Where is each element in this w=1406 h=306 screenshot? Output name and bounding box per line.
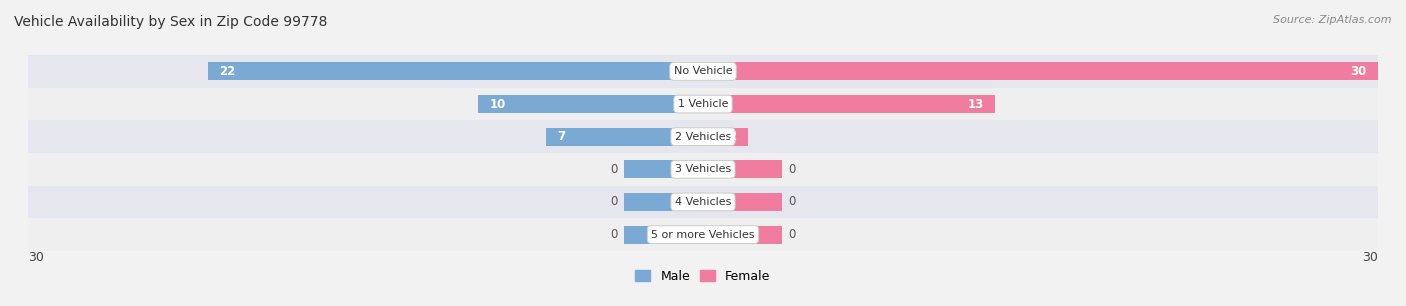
Bar [28,186,1378,218]
Text: Source: ZipAtlas.com: Source: ZipAtlas.com [1274,15,1392,25]
Text: 30: 30 [1350,65,1367,78]
Text: 0: 0 [789,228,796,241]
Text: No Vehicle: No Vehicle [673,66,733,76]
Text: 0: 0 [789,163,796,176]
Bar [546,128,703,146]
Bar [703,62,1378,80]
Bar [28,88,1378,120]
Text: 10: 10 [489,98,506,110]
Bar [703,226,782,244]
Text: 30: 30 [1362,251,1378,264]
Bar [624,160,703,178]
Legend: Male, Female: Male, Female [630,265,776,288]
Text: 30: 30 [28,251,44,264]
Text: 5 or more Vehicles: 5 or more Vehicles [651,230,755,240]
Text: 2 Vehicles: 2 Vehicles [675,132,731,142]
Text: 0: 0 [610,228,617,241]
Bar [28,153,1378,186]
Bar [28,120,1378,153]
Text: 0: 0 [789,196,796,208]
Text: 1 Vehicle: 1 Vehicle [678,99,728,109]
Text: 0: 0 [610,163,617,176]
Text: 3 Vehicles: 3 Vehicles [675,164,731,174]
Text: Vehicle Availability by Sex in Zip Code 99778: Vehicle Availability by Sex in Zip Code … [14,15,328,29]
Bar [703,128,748,146]
Text: 4 Vehicles: 4 Vehicles [675,197,731,207]
Text: 13: 13 [967,98,984,110]
Bar [28,55,1378,88]
Bar [703,95,995,113]
Bar [478,95,703,113]
Text: 2: 2 [728,130,737,143]
Text: 22: 22 [219,65,236,78]
Bar [28,218,1378,251]
Text: 0: 0 [610,196,617,208]
Bar [208,62,703,80]
Bar [703,193,782,211]
Text: 7: 7 [557,130,565,143]
Bar [624,226,703,244]
Bar [624,193,703,211]
Bar [703,160,782,178]
